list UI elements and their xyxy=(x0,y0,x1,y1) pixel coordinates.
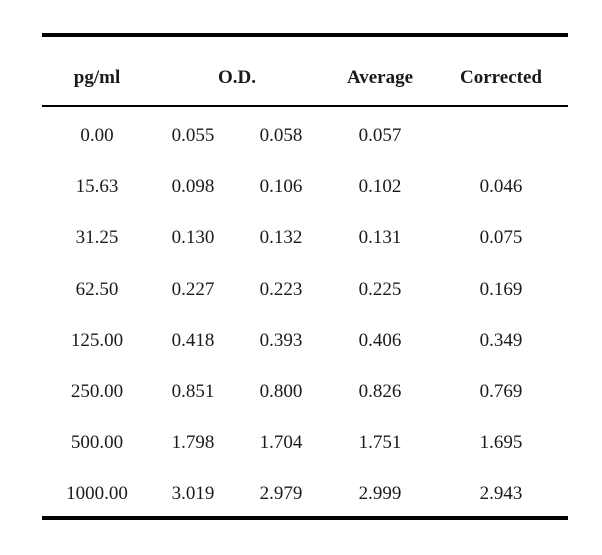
cell-concentration: 62.50 xyxy=(75,278,119,300)
cell-corrected: 1.695 xyxy=(479,432,523,454)
table-bottom-rule xyxy=(42,516,568,520)
cell-average: 0.225 xyxy=(358,278,402,300)
cell-average: 2.999 xyxy=(358,483,402,505)
cell-od-1: 0.418 xyxy=(171,329,215,351)
cell-concentration: 15.63 xyxy=(75,176,119,198)
header-concentration: pg/ml xyxy=(73,67,121,88)
cell-od-1: 0.130 xyxy=(171,227,215,249)
table-row: 125.00 0.418 0.393 0.406 0.349 xyxy=(42,330,568,354)
table-row: 0.00 0.055 0.058 0.057 xyxy=(42,125,568,149)
cell-corrected: 0.349 xyxy=(479,329,523,351)
cell-od-2: 0.106 xyxy=(259,176,303,198)
cell-concentration: 500.00 xyxy=(70,432,124,454)
cell-concentration: 125.00 xyxy=(70,329,124,351)
table-top-rule xyxy=(42,33,568,37)
table-row: 1000.00 3.019 2.979 2.999 2.943 xyxy=(42,483,568,507)
cell-od-1: 0.851 xyxy=(171,381,215,402)
cell-average: 0.826 xyxy=(358,381,402,402)
cell-corrected: 2.943 xyxy=(479,483,523,505)
cell-corrected: 0.075 xyxy=(479,227,523,249)
table-row: 62.50 0.227 0.223 0.225 0.169 xyxy=(42,279,568,303)
table-body: 0.00 0.055 0.058 0.057 15.63 0.098 0.106 0.102 0… xyxy=(42,107,568,517)
cell-od-1: 0.055 xyxy=(171,125,215,146)
cell-concentration: 0.00 xyxy=(80,125,114,146)
table-header-row: pg/ml O.D. Average Corrected xyxy=(42,37,568,105)
cell-average: 1.751 xyxy=(358,432,402,454)
header-od: O.D. xyxy=(218,67,256,88)
cell-od-2: 2.979 xyxy=(259,483,303,505)
cell-od-2: 1.704 xyxy=(259,432,303,454)
cell-average: 0.406 xyxy=(358,329,402,351)
cell-corrected: 0.769 xyxy=(479,381,523,402)
cell-od-1: 0.227 xyxy=(171,278,215,300)
cell-od-2: 0.132 xyxy=(259,227,303,249)
data-table: pg/ml O.D. Average Corrected 0.00 0.055 0.… xyxy=(42,33,568,517)
cell-od-1: 0.098 xyxy=(171,176,215,198)
table-row: 15.63 0.098 0.106 0.102 0.046 xyxy=(42,176,568,200)
table-row: 31.25 0.130 0.132 0.131 0.075 xyxy=(42,227,568,251)
cell-average: 0.131 xyxy=(358,227,402,249)
table-header-rule xyxy=(42,105,568,107)
cell-od-2: 0.393 xyxy=(259,329,303,351)
cell-od-1: 1.798 xyxy=(171,432,215,454)
cell-od-2: 0.800 xyxy=(259,381,303,402)
cell-concentration: 31.25 xyxy=(75,227,119,249)
cell-corrected: 0.046 xyxy=(479,176,523,198)
cell-average: 0.057 xyxy=(358,125,402,146)
table-row: 500.00 1.798 1.704 1.751 1.695 xyxy=(42,432,568,456)
cell-od-1: 3.019 xyxy=(171,483,215,505)
cell-average: 0.102 xyxy=(358,176,402,198)
cell-od-2: 0.223 xyxy=(259,278,303,300)
cell-concentration: 1000.00 xyxy=(66,483,128,505)
header-average: Average xyxy=(346,67,414,88)
header-corrected: Corrected xyxy=(460,67,542,88)
cell-concentration: 250.00 xyxy=(70,381,124,402)
cell-corrected: 0.169 xyxy=(479,278,523,300)
table-row: 250.00 0.851 0.800 0.826 0.769 xyxy=(42,381,568,405)
cell-od-2: 0.058 xyxy=(259,125,303,146)
